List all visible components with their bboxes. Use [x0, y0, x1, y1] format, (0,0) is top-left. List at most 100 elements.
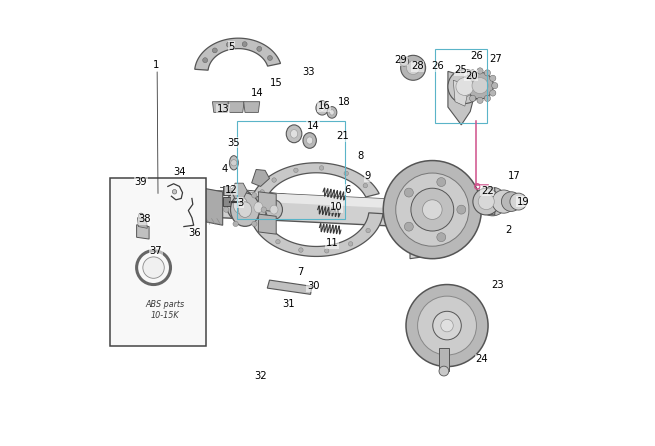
- Text: 17: 17: [508, 171, 520, 181]
- Ellipse shape: [307, 137, 313, 144]
- Circle shape: [422, 200, 442, 219]
- Circle shape: [401, 55, 426, 80]
- Circle shape: [276, 240, 280, 244]
- Ellipse shape: [119, 197, 127, 206]
- Circle shape: [462, 83, 468, 89]
- Text: 22: 22: [481, 186, 494, 196]
- Circle shape: [404, 222, 413, 231]
- Circle shape: [510, 193, 527, 210]
- Polygon shape: [250, 213, 383, 256]
- Circle shape: [363, 183, 367, 188]
- Circle shape: [324, 248, 329, 253]
- Text: 39: 39: [135, 177, 147, 187]
- Ellipse shape: [265, 200, 282, 219]
- Ellipse shape: [254, 202, 263, 213]
- Circle shape: [233, 221, 238, 227]
- Polygon shape: [135, 203, 137, 208]
- Circle shape: [478, 194, 495, 210]
- Text: 9: 9: [364, 171, 371, 181]
- Polygon shape: [258, 192, 276, 212]
- Text: ABS parts
10-15K: ABS parts 10-15K: [145, 300, 184, 320]
- Text: 30: 30: [307, 281, 320, 291]
- Text: 8: 8: [358, 151, 364, 161]
- Polygon shape: [151, 203, 153, 208]
- Circle shape: [492, 83, 498, 89]
- Circle shape: [227, 42, 231, 47]
- Circle shape: [260, 225, 265, 230]
- Text: 28: 28: [411, 61, 424, 71]
- Text: 23: 23: [491, 280, 504, 289]
- Polygon shape: [410, 167, 441, 259]
- Polygon shape: [195, 38, 280, 70]
- Circle shape: [299, 248, 303, 252]
- Circle shape: [437, 233, 446, 242]
- Text: 6: 6: [345, 185, 351, 194]
- Polygon shape: [231, 183, 247, 198]
- Circle shape: [407, 61, 420, 74]
- Circle shape: [484, 95, 491, 102]
- Polygon shape: [122, 196, 200, 216]
- Text: 18: 18: [338, 97, 350, 107]
- Circle shape: [120, 198, 127, 205]
- Circle shape: [492, 190, 515, 213]
- Circle shape: [172, 190, 177, 194]
- Text: 14: 14: [307, 121, 320, 131]
- Polygon shape: [223, 197, 231, 206]
- Ellipse shape: [319, 105, 325, 112]
- Circle shape: [484, 70, 491, 76]
- Bar: [237, 121, 345, 219]
- Text: 36: 36: [188, 228, 201, 238]
- Circle shape: [383, 161, 481, 259]
- Circle shape: [261, 207, 267, 212]
- Circle shape: [477, 97, 483, 103]
- Ellipse shape: [231, 193, 259, 226]
- Polygon shape: [228, 102, 244, 112]
- Polygon shape: [131, 203, 133, 208]
- Circle shape: [231, 160, 237, 166]
- Polygon shape: [139, 203, 141, 208]
- Circle shape: [466, 72, 493, 99]
- Ellipse shape: [303, 132, 316, 148]
- Circle shape: [490, 90, 496, 96]
- Text: 1: 1: [153, 60, 159, 70]
- Text: 25: 25: [454, 66, 467, 75]
- Circle shape: [433, 311, 461, 340]
- Polygon shape: [486, 187, 495, 215]
- Text: 38: 38: [138, 215, 151, 224]
- Text: 33: 33: [303, 67, 315, 77]
- Polygon shape: [250, 163, 379, 206]
- Circle shape: [223, 207, 229, 212]
- Text: 34: 34: [173, 167, 185, 177]
- Ellipse shape: [227, 189, 254, 221]
- Circle shape: [212, 48, 217, 53]
- Circle shape: [348, 242, 353, 246]
- Polygon shape: [155, 203, 157, 208]
- Circle shape: [396, 173, 469, 246]
- Circle shape: [293, 168, 298, 173]
- Ellipse shape: [249, 197, 268, 218]
- Text: 4: 4: [222, 165, 228, 174]
- Circle shape: [470, 95, 476, 102]
- Circle shape: [138, 213, 143, 219]
- Circle shape: [464, 90, 470, 96]
- Ellipse shape: [327, 107, 337, 118]
- Circle shape: [477, 68, 483, 74]
- Text: 10: 10: [330, 202, 343, 212]
- Circle shape: [456, 78, 474, 95]
- Circle shape: [473, 188, 500, 215]
- Circle shape: [406, 285, 488, 367]
- Circle shape: [400, 57, 409, 66]
- Circle shape: [439, 366, 449, 376]
- Text: 24: 24: [475, 354, 488, 364]
- Ellipse shape: [270, 205, 278, 214]
- Polygon shape: [448, 71, 478, 125]
- Text: 14: 14: [251, 88, 263, 98]
- Circle shape: [242, 42, 247, 47]
- Circle shape: [252, 193, 257, 198]
- Text: 7: 7: [297, 267, 304, 277]
- Text: 35: 35: [227, 138, 240, 148]
- Circle shape: [366, 228, 370, 233]
- Circle shape: [252, 221, 257, 227]
- Polygon shape: [143, 203, 145, 208]
- Text: 2: 2: [505, 225, 512, 235]
